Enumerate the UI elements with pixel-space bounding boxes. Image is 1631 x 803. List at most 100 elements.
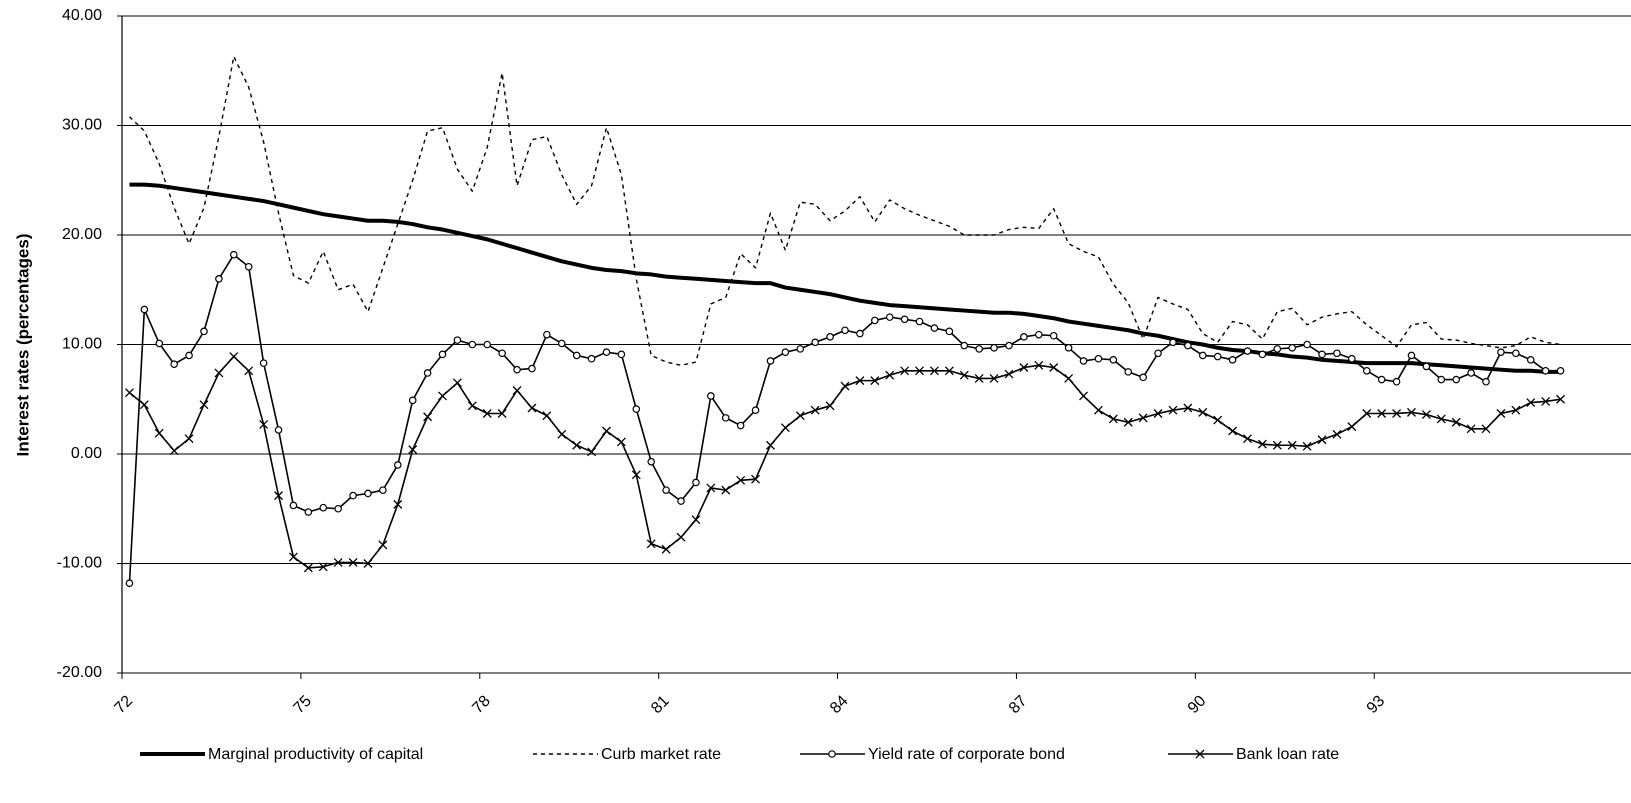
point <box>1437 375 1446 384</box>
legend-label: Bank loan rate <box>1236 746 1339 763</box>
point <box>169 446 179 456</box>
x-tick-label: 93 <box>1364 692 1389 717</box>
point <box>989 373 999 383</box>
point <box>1407 351 1416 360</box>
point <box>945 327 954 336</box>
point <box>1108 414 1118 424</box>
point <box>1377 409 1387 418</box>
point <box>990 343 998 352</box>
point <box>780 423 790 433</box>
point <box>1362 409 1372 418</box>
point <box>1123 417 1133 427</box>
point <box>959 370 969 380</box>
legend-item: Curb market rate <box>533 746 721 763</box>
point <box>557 429 567 439</box>
point <box>214 368 224 378</box>
point <box>1168 405 1178 415</box>
point <box>587 447 597 457</box>
point <box>856 329 864 338</box>
point <box>229 352 239 362</box>
point <box>915 366 924 376</box>
point <box>1422 362 1431 371</box>
series-line <box>128 253 1561 584</box>
point <box>1153 409 1163 418</box>
point <box>1392 377 1401 386</box>
point <box>333 557 343 567</box>
point <box>543 330 551 339</box>
point <box>1482 377 1490 386</box>
x-tick-label: 75 <box>290 692 315 717</box>
point <box>871 316 879 325</box>
point <box>215 274 223 283</box>
point <box>1272 440 1282 450</box>
point <box>1526 398 1536 407</box>
point <box>483 340 492 349</box>
point <box>1257 439 1267 449</box>
point <box>1169 338 1177 347</box>
point <box>1407 407 1416 417</box>
point <box>1198 407 1208 417</box>
point <box>274 491 283 501</box>
point <box>647 457 656 466</box>
point <box>498 349 506 358</box>
point <box>452 378 462 388</box>
point <box>1138 413 1148 423</box>
point <box>751 474 761 484</box>
point <box>1496 409 1506 418</box>
point <box>1318 350 1326 359</box>
point <box>1094 354 1103 363</box>
point <box>1034 360 1044 370</box>
point <box>1184 341 1192 350</box>
point <box>139 400 149 410</box>
point <box>1243 434 1252 444</box>
legend-item: Marginal productivity of capital <box>140 746 423 763</box>
point <box>795 411 805 421</box>
point <box>468 340 477 349</box>
point <box>1556 366 1565 375</box>
y-tick-label: -20.00 <box>57 664 102 681</box>
point <box>572 440 582 450</box>
point <box>706 483 716 493</box>
point <box>1288 343 1297 352</box>
legend-item: Bank loan rate <box>1168 746 1339 763</box>
point <box>1347 422 1357 432</box>
point <box>960 341 969 350</box>
point <box>915 317 924 326</box>
point <box>900 366 910 376</box>
point <box>1512 349 1520 358</box>
point <box>677 497 685 505</box>
point <box>1332 429 1342 439</box>
point <box>617 350 626 359</box>
point <box>1452 375 1460 384</box>
point <box>1333 349 1341 358</box>
point <box>363 559 373 568</box>
series-line <box>128 355 1561 569</box>
point <box>1049 331 1058 340</box>
x-tick-label: 87 <box>1006 692 1031 717</box>
point <box>438 350 447 359</box>
point <box>1064 373 1074 383</box>
point <box>929 366 939 376</box>
point <box>1034 330 1043 339</box>
series <box>128 55 1561 366</box>
point <box>1213 415 1223 425</box>
point <box>1556 394 1566 404</box>
series <box>124 352 1566 573</box>
legend-label: Marginal productivity of capital <box>208 746 423 763</box>
point <box>1109 356 1118 364</box>
point <box>1377 375 1386 384</box>
point <box>661 544 671 554</box>
point <box>319 503 328 512</box>
point <box>676 532 686 542</box>
point <box>781 348 790 356</box>
point <box>1064 343 1073 352</box>
point <box>646 539 656 549</box>
point <box>1020 333 1028 341</box>
legend-label: Curb market rate <box>601 746 721 763</box>
point <box>1303 340 1311 349</box>
x-tick-label: 78 <box>469 692 494 717</box>
point <box>1124 368 1133 376</box>
point <box>841 326 849 335</box>
y-tick-label: 20.00 <box>62 226 102 243</box>
